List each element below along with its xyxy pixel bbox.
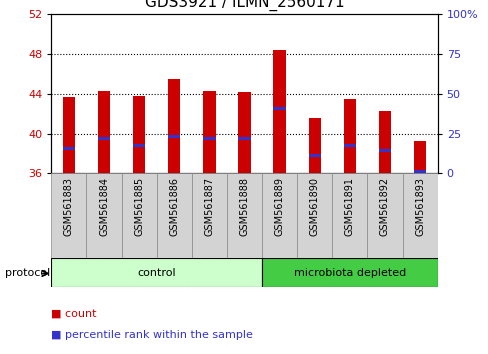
Text: GSM561888: GSM561888 xyxy=(239,177,249,236)
Bar xyxy=(273,108,285,110)
Bar xyxy=(98,91,110,173)
Text: GSM561892: GSM561892 xyxy=(379,177,389,236)
Bar xyxy=(262,258,437,287)
Text: ■ count: ■ count xyxy=(51,308,97,318)
Bar xyxy=(332,173,366,258)
Text: GSM561890: GSM561890 xyxy=(309,177,319,236)
Bar xyxy=(308,154,320,157)
Bar xyxy=(238,137,250,140)
Text: GSM561891: GSM561891 xyxy=(344,177,354,236)
Bar xyxy=(203,137,215,140)
Bar xyxy=(133,144,145,147)
Bar xyxy=(343,99,355,173)
Bar xyxy=(238,92,250,173)
Bar xyxy=(226,173,262,258)
Bar xyxy=(62,147,75,150)
Bar xyxy=(378,149,390,152)
Bar xyxy=(51,173,86,258)
Bar xyxy=(413,170,426,173)
Text: protocol: protocol xyxy=(5,268,50,278)
Bar xyxy=(168,79,180,173)
Text: microbiota depleted: microbiota depleted xyxy=(293,268,405,278)
Bar xyxy=(156,173,191,258)
Bar xyxy=(378,111,390,173)
Bar xyxy=(203,91,215,173)
Text: GSM561893: GSM561893 xyxy=(414,177,424,236)
Text: GSM561883: GSM561883 xyxy=(64,177,74,236)
Text: GSM561889: GSM561889 xyxy=(274,177,284,236)
Bar xyxy=(343,144,355,147)
Bar xyxy=(133,96,145,173)
Title: GDS3921 / ILMN_2560171: GDS3921 / ILMN_2560171 xyxy=(144,0,344,11)
Text: control: control xyxy=(137,268,176,278)
Bar xyxy=(191,173,226,258)
Text: GSM561884: GSM561884 xyxy=(99,177,109,236)
Bar xyxy=(62,97,75,173)
Bar xyxy=(402,173,437,258)
Text: ■ percentile rank within the sample: ■ percentile rank within the sample xyxy=(51,330,253,339)
Bar xyxy=(297,173,332,258)
Text: GSM561886: GSM561886 xyxy=(169,177,179,236)
Bar xyxy=(262,173,297,258)
Bar xyxy=(98,137,110,140)
Bar xyxy=(308,118,320,173)
Bar xyxy=(273,50,285,173)
Text: GSM561885: GSM561885 xyxy=(134,177,144,236)
Bar xyxy=(366,173,402,258)
Bar xyxy=(122,173,156,258)
Bar xyxy=(86,173,122,258)
Bar xyxy=(168,135,180,138)
Text: GSM561887: GSM561887 xyxy=(204,177,214,236)
Bar xyxy=(51,258,262,287)
Bar xyxy=(413,141,426,173)
